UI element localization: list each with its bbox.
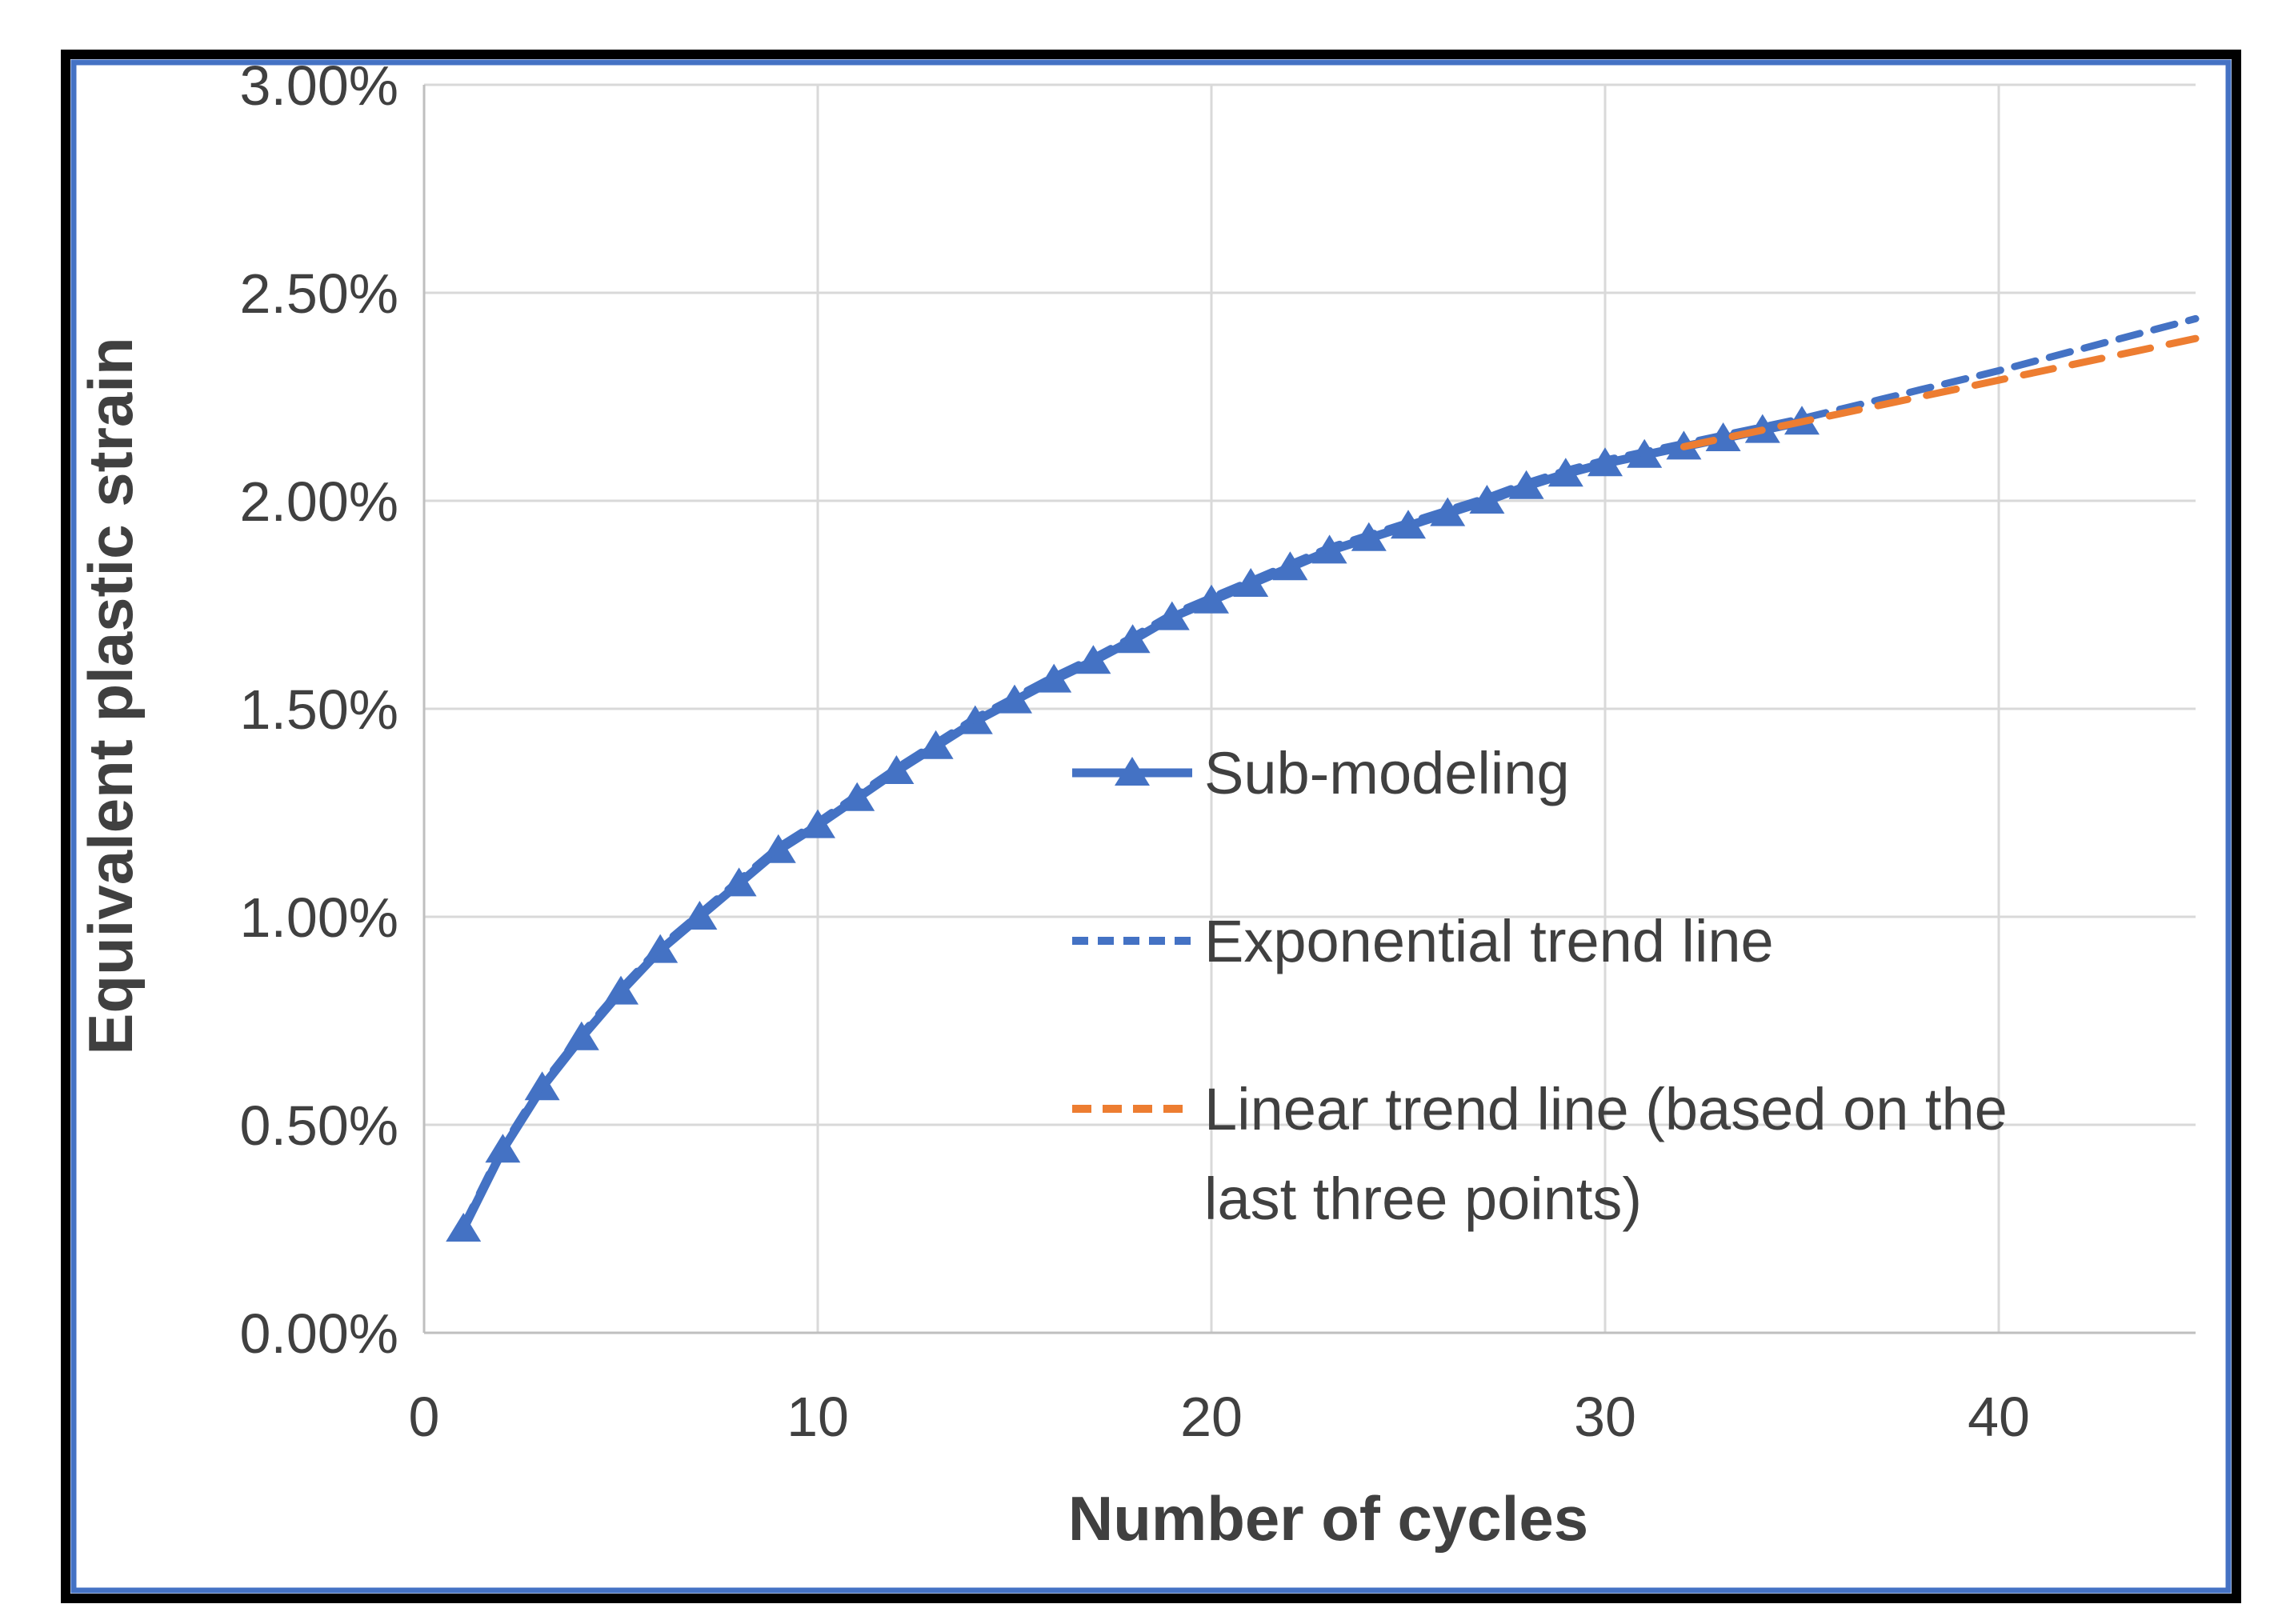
legend-label-sub-modeling: Sub-modeling <box>1204 740 1570 806</box>
x-tick-label-2: 20 <box>1180 1386 1243 1448</box>
y-tick-label-0: 0.00% <box>240 1302 398 1365</box>
series-line-linear-trend <box>1679 334 2200 450</box>
legend-label-linear-line2: last three points) <box>1204 1166 1642 1232</box>
legend-sample-marker-triangle <box>1115 757 1150 786</box>
window-frame-black <box>61 50 2241 1603</box>
plot-gridlines <box>424 83 2196 1333</box>
series-group <box>446 314 2200 1242</box>
series-marker-triangle <box>1194 584 1229 614</box>
x-tick-label-3: 30 <box>1574 1386 1636 1448</box>
x-axis-title: Number of cycles <box>1068 1483 1588 1554</box>
x-tick-label-4: 40 <box>1968 1386 2030 1448</box>
series-marker-triangle <box>1469 485 1505 514</box>
y-tick-label-3: 1.50% <box>240 678 398 741</box>
y-tick-label-1: 0.50% <box>240 1094 398 1157</box>
y-tick-label-5: 2.50% <box>240 262 398 325</box>
legend-samples-group <box>1072 757 1192 1113</box>
y-tick-label-2: 1.00% <box>240 886 398 949</box>
x-tick-label-1: 10 <box>787 1386 849 1448</box>
plot-axes <box>422 85 2196 1334</box>
series-marker-triangle <box>1036 663 1072 693</box>
y-tick-label-6: 3.00% <box>240 54 398 117</box>
x-tick-label-0: 0 <box>409 1386 440 1448</box>
legend-label-linear-line1: Linear trend line (based on the <box>1204 1076 2008 1142</box>
legend-label-exponential: Exponential trend line <box>1204 908 1774 974</box>
series-marker-triangle <box>1430 497 1466 526</box>
series-line-exponential-trend <box>459 314 2200 1230</box>
y-axis-title: Equivalent plastic strain <box>75 337 146 1054</box>
window-frame-blue <box>70 59 2232 1594</box>
y-tick-label-4: 2.00% <box>240 470 398 533</box>
